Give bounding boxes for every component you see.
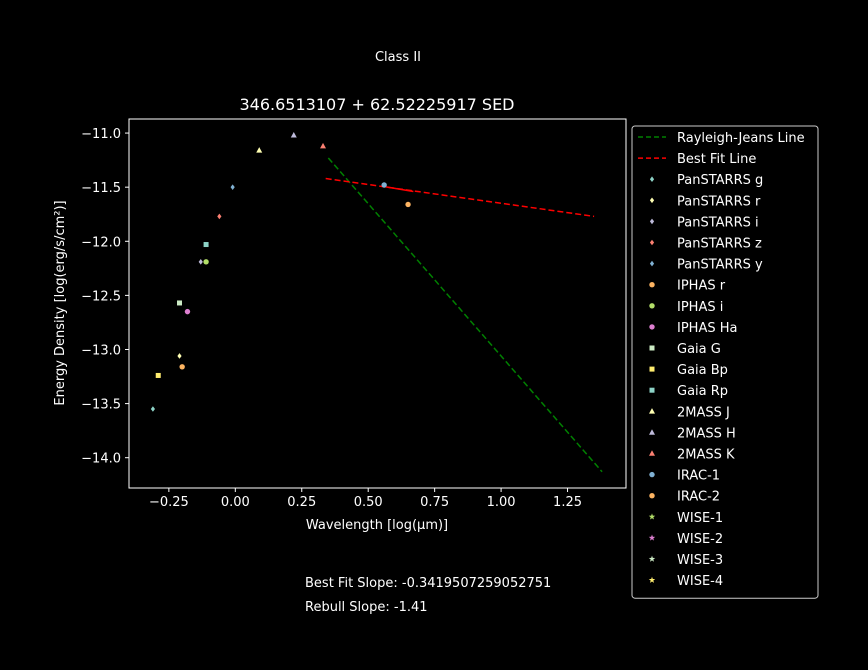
data-points bbox=[150, 132, 411, 412]
plot-area bbox=[128, 118, 627, 489]
legend-label: Best Fit Line bbox=[677, 152, 756, 167]
data-point bbox=[256, 147, 263, 153]
data-point bbox=[217, 213, 222, 220]
legend-label: 2MASS H bbox=[677, 426, 736, 441]
legend-label: PanSTARRS g bbox=[677, 173, 763, 188]
legend-label: WISE-2 bbox=[677, 532, 723, 547]
best-fit-slope-text: Best Fit Slope: -0.3419507259052751 bbox=[305, 576, 552, 591]
data-point bbox=[155, 372, 161, 378]
x-tick-label: 0.75 bbox=[420, 495, 449, 510]
data-point bbox=[150, 406, 156, 412]
data-point bbox=[320, 142, 327, 149]
legend-marker bbox=[649, 260, 655, 267]
fit-line-segment bbox=[381, 185, 414, 193]
fit-line bbox=[327, 157, 603, 473]
legend-label: WISE-1 bbox=[677, 511, 723, 526]
y-tick-label: −12.5 bbox=[81, 289, 121, 304]
legend: Rayleigh-Jeans Line Best Fit Line PanSTARR… bbox=[631, 125, 819, 599]
figure-suptitle: Class II bbox=[375, 50, 421, 65]
legend-marker bbox=[649, 345, 655, 351]
legend-label: WISE-3 bbox=[677, 553, 723, 568]
legend-marker bbox=[649, 471, 655, 478]
y-tick-label: −13.5 bbox=[81, 398, 121, 413]
legend-label: 2MASS K bbox=[677, 448, 735, 463]
data-point bbox=[179, 364, 185, 370]
legend-marker bbox=[649, 303, 655, 309]
legend-label: Rayleigh-Jeans Line bbox=[677, 131, 805, 146]
legend-marker bbox=[649, 429, 655, 435]
legend-marker bbox=[649, 282, 655, 288]
legend-label: PanSTARRS z bbox=[677, 237, 762, 252]
fit-lines bbox=[325, 157, 603, 473]
data-point bbox=[177, 353, 182, 359]
data-point bbox=[203, 242, 209, 248]
data-point bbox=[203, 259, 209, 265]
y-tick-label: −13.0 bbox=[81, 343, 121, 358]
legend-label: PanSTARRS y bbox=[677, 258, 763, 273]
y-tick-label: −11.0 bbox=[81, 127, 121, 142]
legend-label: Gaia Bp bbox=[677, 363, 728, 378]
x-tick-label: 0.50 bbox=[354, 495, 383, 510]
legend-label: IPHAS i bbox=[677, 300, 723, 315]
legend-label: IRAC-2 bbox=[677, 490, 720, 505]
legend-label: Gaia Rp bbox=[677, 384, 728, 399]
legend-marker bbox=[649, 387, 655, 393]
legend-marker bbox=[648, 576, 656, 583]
legend-marker bbox=[648, 534, 656, 541]
legend-marker bbox=[649, 176, 655, 182]
x-axis-ticks: −0.25 0.00 0.25 0.50 0.75 1.00 1.25 bbox=[149, 488, 582, 510]
legend-label: PanSTARRS r bbox=[677, 194, 761, 209]
data-point bbox=[230, 184, 235, 190]
legend-marker bbox=[649, 324, 655, 330]
legend-label: IRAC-1 bbox=[677, 469, 720, 484]
legend-marker bbox=[649, 408, 655, 414]
x-axis-label: Wavelength [log(μm)] bbox=[306, 518, 448, 533]
legend-marker bbox=[649, 366, 655, 372]
legend-marker bbox=[649, 239, 655, 246]
x-tick-label: 0.25 bbox=[287, 495, 316, 510]
legend-box bbox=[631, 125, 819, 599]
x-tick-label: 0.00 bbox=[221, 495, 250, 510]
chart-title: 346.6513107 + 62.52225917 SED bbox=[239, 95, 514, 114]
legend-marker bbox=[649, 218, 655, 225]
rebull-slope-text: Rebull Slope: -1.41 bbox=[305, 600, 428, 615]
legend-label: Gaia G bbox=[677, 342, 721, 357]
data-point bbox=[381, 182, 387, 188]
legend-marker bbox=[648, 513, 656, 520]
legend-label: IPHAS r bbox=[677, 279, 726, 294]
x-tick-label: 1.00 bbox=[487, 495, 516, 510]
data-point bbox=[176, 300, 182, 306]
legend-marker bbox=[649, 493, 655, 499]
data-point bbox=[184, 308, 191, 315]
legend-marker bbox=[648, 555, 656, 562]
legend-label: PanSTARRS i bbox=[677, 215, 759, 230]
data-point bbox=[290, 132, 297, 138]
legend-label: WISE-4 bbox=[677, 574, 723, 589]
fit-line bbox=[325, 177, 595, 218]
data-point bbox=[405, 201, 411, 208]
legend-label: IPHAS Ha bbox=[677, 321, 737, 336]
data-point bbox=[198, 259, 203, 265]
y-axis-label: Energy Density [log(erg/s/cm²)] bbox=[53, 200, 68, 405]
y-tick-label: −11.5 bbox=[81, 181, 121, 196]
legend-label: 2MASS J bbox=[677, 405, 730, 420]
legend-marker bbox=[649, 450, 655, 456]
y-axis-ticks: −11.0 −11.5 −12.0 −12.5 −13.0 −13.5 −14.0 bbox=[81, 127, 129, 467]
y-tick-label: −14.0 bbox=[81, 452, 121, 467]
y-tick-label: −12.0 bbox=[81, 235, 121, 250]
legend-marker bbox=[649, 197, 655, 204]
axes-border bbox=[128, 118, 627, 489]
x-tick-label: −0.25 bbox=[149, 495, 189, 510]
x-tick-label: 1.25 bbox=[553, 495, 582, 510]
